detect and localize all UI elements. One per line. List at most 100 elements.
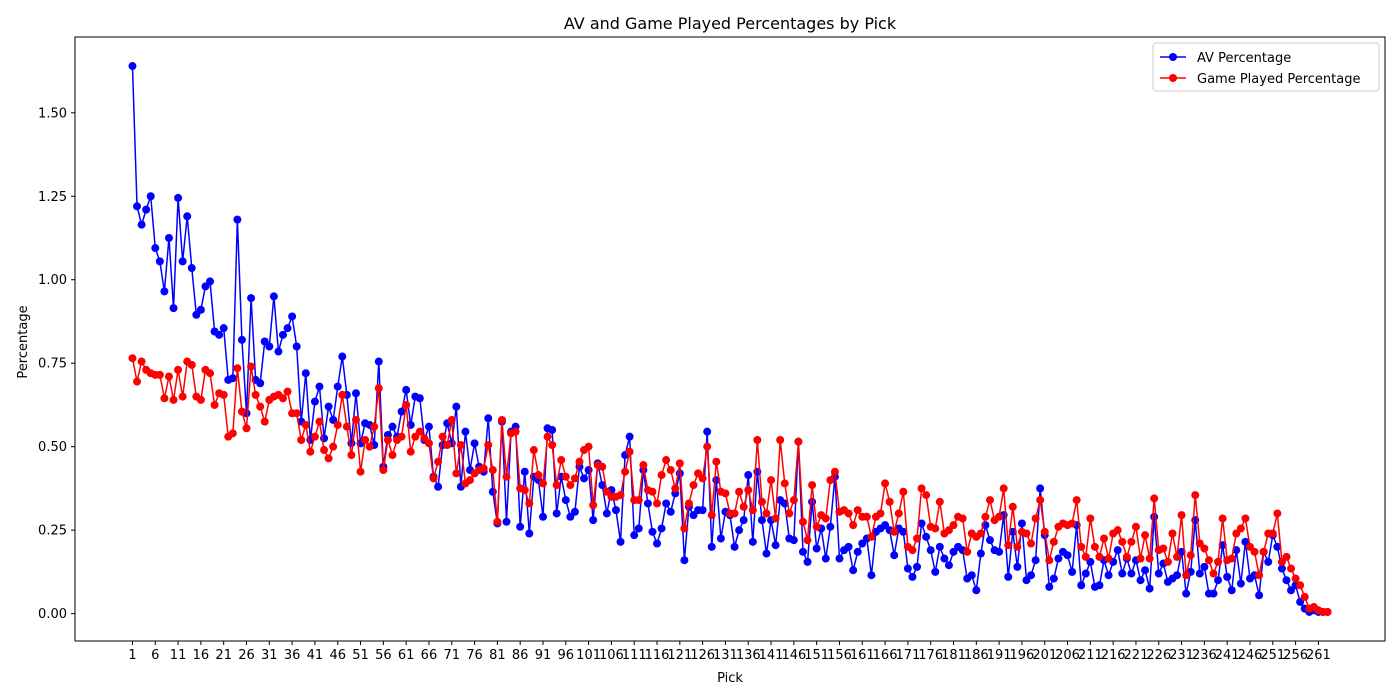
data-point <box>944 561 953 570</box>
data-point <box>935 542 944 551</box>
data-point <box>424 439 433 448</box>
data-point <box>183 212 192 221</box>
data-point <box>812 522 821 531</box>
data-point <box>1282 576 1291 585</box>
data-point <box>1068 519 1077 528</box>
data-point <box>675 459 684 468</box>
data-point <box>402 385 411 394</box>
data-point <box>1182 589 1191 598</box>
data-point <box>739 502 748 511</box>
data-point <box>1150 512 1159 521</box>
data-point <box>133 202 142 211</box>
data-point <box>534 471 543 480</box>
data-point <box>215 330 224 339</box>
data-point <box>584 466 593 475</box>
x-tick-label: 201 <box>1032 648 1057 663</box>
data-point <box>543 432 552 441</box>
data-point <box>1027 539 1036 548</box>
data-point <box>853 506 862 515</box>
data-point <box>757 516 766 525</box>
data-point <box>662 456 671 465</box>
data-point <box>333 382 342 391</box>
data-point <box>310 432 319 441</box>
data-point <box>566 481 575 490</box>
data-point <box>844 509 853 518</box>
data-point <box>351 415 360 424</box>
data-point <box>812 544 821 553</box>
data-point <box>976 529 985 538</box>
data-point <box>703 427 712 436</box>
data-point <box>1118 569 1127 578</box>
data-point <box>133 377 142 386</box>
data-point <box>1118 537 1127 546</box>
data-point <box>438 432 447 441</box>
data-point <box>493 517 502 526</box>
x-tick-label: 21 <box>215 648 232 663</box>
data-point <box>625 447 634 456</box>
data-point <box>908 546 917 555</box>
data-point <box>1036 484 1045 493</box>
data-point <box>835 554 844 563</box>
data-point <box>502 517 511 526</box>
data-point <box>310 397 319 406</box>
x-tick-label: 146 <box>781 648 806 663</box>
x-tick-label: 31 <box>261 648 278 663</box>
data-point <box>1145 584 1154 593</box>
data-point <box>260 417 269 426</box>
data-point <box>484 414 493 423</box>
data-point <box>552 509 561 518</box>
data-point <box>552 481 561 490</box>
x-tick-label: 46 <box>329 648 346 663</box>
x-tick-label: 61 <box>398 648 415 663</box>
x-tick-label: 11 <box>170 648 187 663</box>
data-point <box>351 389 360 398</box>
data-point <box>598 462 607 471</box>
data-point <box>1195 569 1204 578</box>
data-point <box>972 586 981 595</box>
data-point <box>178 257 187 266</box>
data-point <box>269 292 278 301</box>
x-tick-label: 196 <box>1010 648 1035 663</box>
data-point <box>520 486 529 495</box>
data-point <box>730 509 739 518</box>
data-point <box>452 469 461 478</box>
data-point <box>885 497 894 506</box>
data-point <box>680 524 689 533</box>
data-point <box>621 467 630 476</box>
data-point <box>976 549 985 558</box>
data-point <box>1077 581 1086 590</box>
data-point <box>397 432 406 441</box>
x-tick-label: 211 <box>1078 648 1103 663</box>
data-point <box>484 441 493 450</box>
y-tick-label: 0.25 <box>38 524 67 539</box>
x-tick-label: 91 <box>535 648 552 663</box>
data-point <box>1191 491 1200 500</box>
data-point <box>1259 547 1268 556</box>
data-point <box>958 514 967 523</box>
data-point <box>196 305 205 314</box>
data-point <box>890 527 899 536</box>
x-tick-label: 26 <box>238 648 255 663</box>
data-point <box>379 466 388 475</box>
data-point <box>164 372 173 381</box>
data-point <box>1054 554 1063 563</box>
data-point <box>1282 552 1291 561</box>
data-point <box>1136 576 1145 585</box>
data-point <box>798 547 807 556</box>
data-point <box>657 524 666 533</box>
data-point <box>821 514 830 523</box>
data-point <box>1168 529 1177 538</box>
x-tick-label: 231 <box>1169 648 1194 663</box>
data-point <box>1141 566 1150 575</box>
data-point <box>643 499 652 508</box>
data-point <box>1264 557 1273 566</box>
data-point <box>1027 571 1036 580</box>
y-tick-label: 0.75 <box>38 357 67 372</box>
data-point <box>721 489 730 498</box>
data-point <box>780 479 789 488</box>
data-point <box>1236 579 1245 588</box>
data-point <box>666 466 675 475</box>
data-point <box>1273 542 1282 551</box>
data-point <box>196 395 205 404</box>
